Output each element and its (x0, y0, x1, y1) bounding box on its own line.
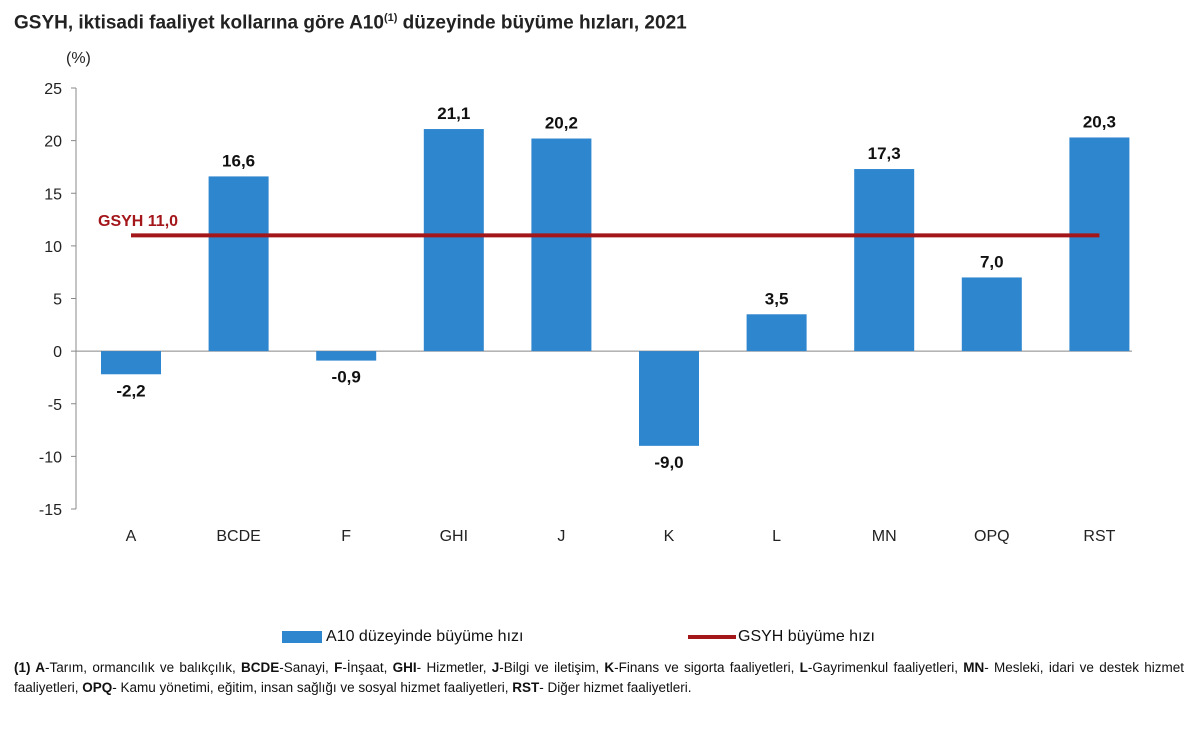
bar-GHI (423, 129, 484, 352)
data-label: 20,3 (1083, 112, 1116, 131)
bar-OPQ (961, 277, 1022, 352)
data-label: 21,1 (437, 104, 470, 123)
x-tick-label: L (772, 528, 781, 545)
footnote-text: - Kamu yönetimi, eğitim, insan sağlığı v… (112, 680, 513, 695)
data-label: -2,2 (116, 381, 145, 400)
bar-L (746, 314, 807, 352)
y-tick-label: 0 (53, 344, 62, 361)
footnote-code: J (491, 660, 500, 675)
x-tick-label: F (341, 528, 351, 545)
y-tick-label: 25 (44, 81, 62, 98)
footnote-text: -Gayrimenkul faaliyetleri, (807, 660, 964, 675)
y-tick-label: 5 (53, 292, 62, 309)
bar-F (316, 351, 377, 361)
footnote-text: -Finans ve sigorta faaliyetleri, (614, 660, 800, 675)
y-axis-label: (%) (66, 50, 91, 67)
legend-swatch-bar (282, 631, 322, 643)
chart-title: GSYH, iktisadi faaliyet kollarına göre A… (14, 12, 687, 34)
data-label: 16,6 (222, 151, 255, 170)
bar-RST (1069, 137, 1130, 352)
y-tick-label: 10 (44, 239, 62, 256)
footnote-code: RST (512, 680, 540, 695)
bar-K (639, 351, 699, 446)
y-tick-label: 20 (44, 134, 62, 151)
data-label: -9,0 (654, 453, 683, 472)
y-tick-label: 15 (44, 186, 62, 203)
footnote-text: -Bilgi ve iletişim, (499, 660, 605, 675)
bar-MN (854, 169, 915, 352)
x-tick-label: OPQ (974, 528, 1010, 545)
x-tick-label: J (557, 528, 565, 545)
footnote-code: MN (963, 660, 985, 675)
bar-J (531, 138, 592, 352)
bar-BCDE (208, 176, 269, 352)
legend-item-line: GSYH büyüme hızı (688, 628, 875, 646)
gsyh-reference-label: GSYH 11,0 (98, 213, 178, 230)
y-tick-label: -10 (39, 449, 62, 466)
legend-item-bars: A10 düzeyinde büyüme hızı (282, 628, 523, 646)
footnote-code: K (604, 660, 615, 675)
x-tick-label: MN (872, 528, 897, 545)
legend-swatch-line (688, 635, 736, 639)
footnote-code: GHI (392, 660, 417, 675)
y-tick-label: -5 (48, 397, 62, 414)
x-tick-label: BCDE (216, 528, 260, 545)
data-label: 17,3 (868, 144, 901, 163)
data-label: -0,9 (332, 368, 361, 387)
x-tick-label: GHI (440, 528, 468, 545)
footnote-code: F (334, 660, 343, 675)
footnote-text: -Sanayi, (279, 660, 335, 675)
legend-label-bars: A10 düzeyinde büyüme hızı (326, 628, 524, 645)
data-label: 7,0 (980, 252, 1004, 271)
footnote-code: BCDE (241, 660, 280, 675)
footnote-code: L (799, 660, 808, 675)
footnote: (1) A-Tarım, ormancılık ve balıkçılık, B… (14, 658, 1184, 698)
x-tick-label: RST (1083, 528, 1115, 545)
bar-A (101, 351, 161, 375)
footnote-text: -İnşaat, (342, 660, 393, 675)
x-tick-label: A (126, 528, 137, 545)
footnote-text: - Diğer hizmet faaliyetleri. (539, 680, 692, 695)
x-tick-label: K (664, 528, 675, 545)
footnote-code: OPQ (82, 680, 113, 695)
bar-chart: (%)25 20 15 10 5 0 -5 -10 -15 -2,2 A 16,6 BCDE -0,9 F 2… (39, 50, 1132, 545)
data-label: 3,5 (765, 289, 789, 308)
legend-label-line: GSYH büyüme hızı (738, 628, 875, 645)
footnote-text: - Mesleki, idari ve destek hizmet faaliy… (14, 660, 1185, 695)
footnote-text: - Hizmetler, (416, 660, 492, 675)
footnote-code: (1) A (14, 660, 46, 675)
data-label: 20,2 (545, 114, 578, 133)
footnote-text: -Tarım, ormancılık ve balıkçılık, (45, 660, 241, 675)
y-tick-label: -15 (39, 502, 62, 519)
